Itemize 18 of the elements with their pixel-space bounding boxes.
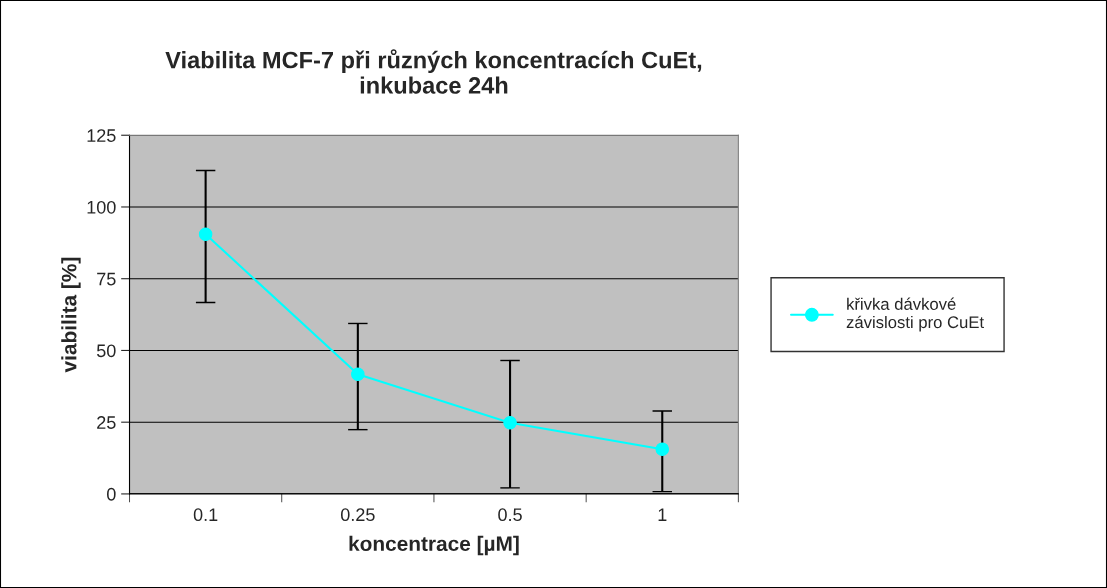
x-tick-label: 0.5 bbox=[498, 508, 522, 522]
point bbox=[503, 415, 517, 430]
y-tick-label: 50 bbox=[96, 344, 116, 358]
y-tick-label: 100 bbox=[87, 200, 116, 214]
y-tick-label: 125 bbox=[87, 129, 116, 142]
point bbox=[198, 227, 213, 242]
y-axis-title: viabilita [%] bbox=[61, 257, 81, 373]
y-tick-label: 0 bbox=[106, 487, 116, 501]
chart-title: Viabilita MCF-7 při různých koncentracích CuEt, inkubace 24h bbox=[165, 49, 702, 94]
x-axis-title: koncentrace [µM] bbox=[349, 535, 519, 556]
y-tick-label: 25 bbox=[97, 416, 116, 429]
legend-label: křivka dávkové závislosti pro CuEt bbox=[846, 297, 984, 332]
x-tick-label: 0.25 bbox=[340, 508, 375, 522]
point bbox=[655, 442, 670, 456]
y-tick-label: 75 bbox=[97, 272, 116, 286]
x-tick-label: 1 bbox=[658, 508, 667, 521]
point bbox=[351, 367, 365, 382]
x-tick-label: 0.1 bbox=[193, 508, 218, 522]
